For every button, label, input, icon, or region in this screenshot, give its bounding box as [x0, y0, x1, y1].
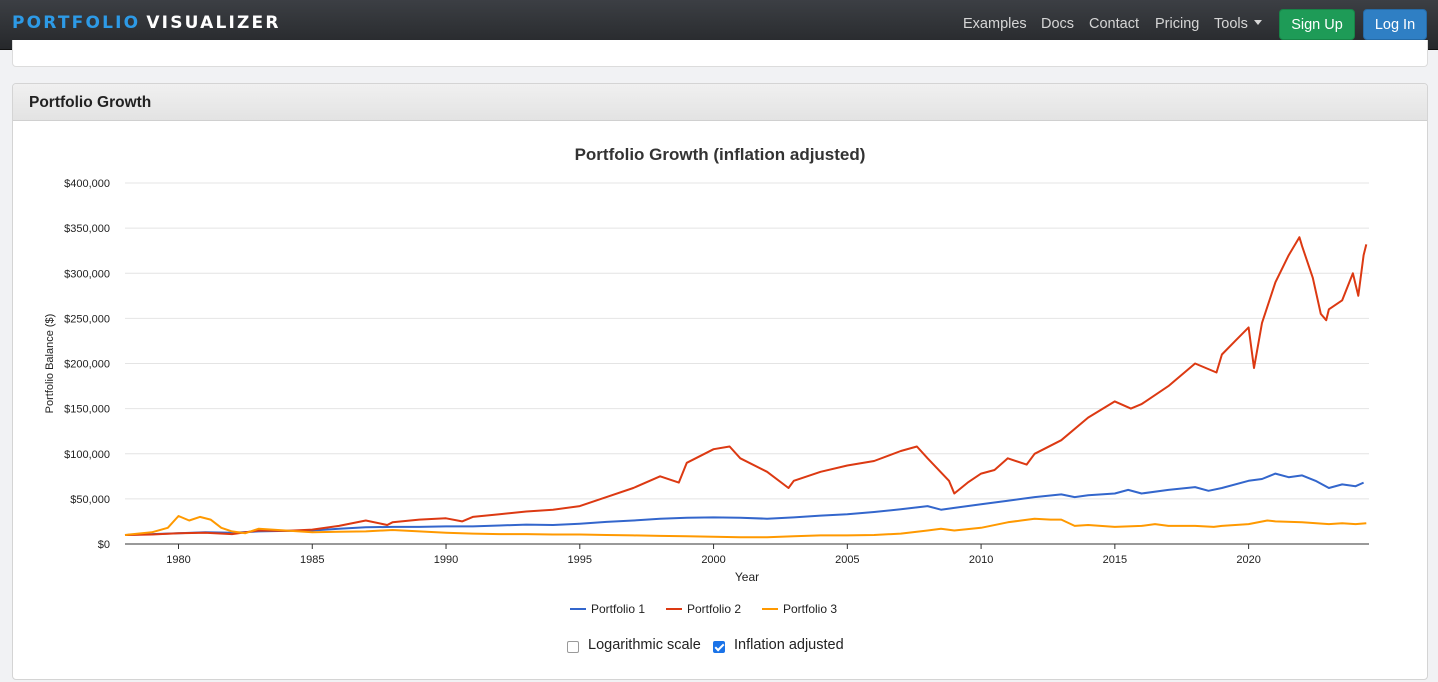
portfolio-growth-chart: $0 $50,000 $100,000 $150,000 $200,000 $250,00…	[44, 178, 1369, 616]
y-tick-label: $300,000	[64, 268, 110, 280]
x-tick-label: 2020	[1236, 554, 1260, 566]
log-in-button[interactable]: Log In	[1363, 9, 1427, 40]
y-tick-label: $250,000	[64, 313, 110, 325]
previous-panel-bottom	[12, 40, 1428, 67]
inflation-adjusted-checkbox[interactable]	[713, 641, 725, 653]
brand-logo[interactable]: PORTFOLIO VISUALIZER	[12, 13, 281, 33]
brand-part-1: PORTFOLIO	[12, 13, 141, 33]
y-axis-title: Portfolio Balance ($)	[44, 314, 56, 414]
x-tick-label: 1990	[434, 554, 458, 566]
nav-pricing[interactable]: Pricing	[1155, 16, 1200, 32]
portfolio-growth-panel: Portfolio Growth Portfolio Growth (infla…	[12, 83, 1428, 680]
series-line-2	[124, 236, 1368, 536]
x-tick-label: 2005	[835, 554, 859, 566]
panel-heading: Portfolio Growth	[13, 84, 1427, 121]
x-tick-label: 2010	[969, 554, 993, 566]
nav-tools-dropdown[interactable]: Tools	[1214, 16, 1262, 32]
x-axis-title: Year	[735, 570, 759, 584]
brand-part-2: VISUALIZER	[146, 13, 281, 33]
x-tick-label: 2000	[701, 554, 725, 566]
log-scale-checkbox[interactable]	[567, 641, 579, 653]
legend-label-3: Portfolio 3	[783, 602, 837, 616]
nav-tools-label: Tools	[1214, 16, 1248, 32]
nav-examples[interactable]: Examples	[963, 16, 1027, 32]
inflation-adjusted-label: Inflation adjusted	[734, 637, 844, 653]
nav-docs[interactable]: Docs	[1041, 16, 1075, 32]
y-tick-label: $0	[98, 539, 110, 551]
sign-up-button[interactable]: Sign Up	[1279, 9, 1355, 40]
y-tick-label: $50,000	[70, 494, 110, 506]
y-tick-label: $400,000	[64, 178, 110, 190]
nav-contact[interactable]: Contact	[1089, 16, 1139, 32]
y-tick-label: $200,000	[64, 359, 110, 371]
y-tick-label: $350,000	[64, 223, 110, 235]
log-scale-label: Logarithmic scale	[588, 637, 701, 653]
x-tick-label: 1985	[300, 554, 324, 566]
series-line-3	[124, 515, 1367, 539]
legend-label-2: Portfolio 2	[687, 602, 741, 616]
chevron-down-icon	[1253, 20, 1262, 25]
y-tick-label: $150,000	[64, 404, 110, 416]
chart-title: Portfolio Growth (inflation adjusted)	[574, 145, 866, 164]
x-tick-label: 2015	[1103, 554, 1127, 566]
legend-label-1: Portfolio 1	[591, 602, 645, 616]
x-tick-label: 1980	[166, 554, 190, 566]
x-tick-label: 1995	[568, 554, 592, 566]
series-line-1	[124, 472, 1365, 536]
y-tick-label: $100,000	[64, 449, 110, 461]
